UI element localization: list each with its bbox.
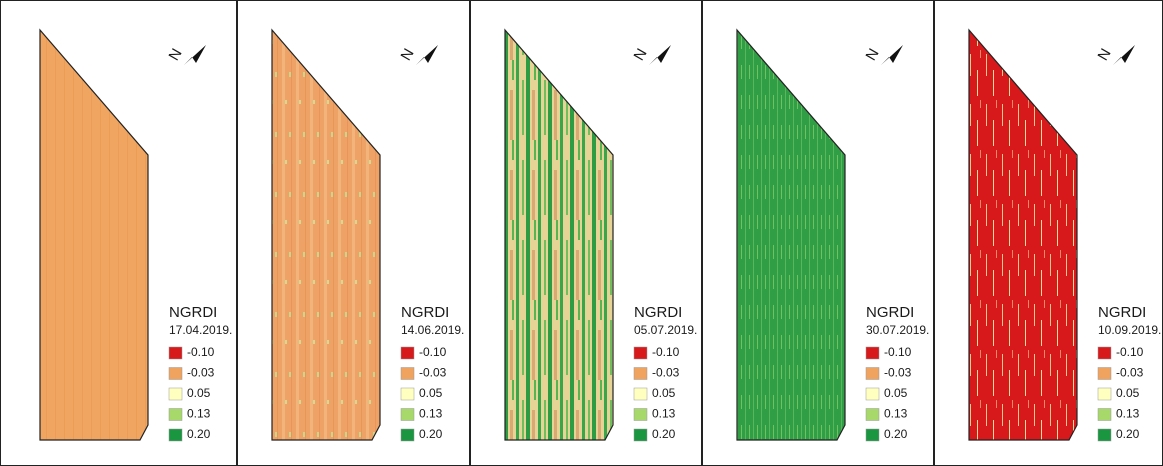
north-label: N	[397, 46, 417, 64]
legend-date: 05.07.2019.	[634, 323, 697, 337]
legend-title: NGRDI	[401, 304, 449, 321]
field-map	[272, 30, 380, 440]
field-map	[737, 30, 845, 440]
legend-label: -0.10	[1116, 345, 1144, 359]
legend-title: NGRDI	[1098, 304, 1146, 321]
legend-label: -0.10	[419, 345, 447, 359]
panel: N NGRDI 05.07.2019. -0.10 -0.03 0.05 0.13 0.20	[470, 0, 697, 466]
legend-swatch	[634, 368, 647, 380]
legend-label: 0.05	[419, 386, 443, 400]
legend-swatch	[401, 368, 414, 380]
legend-swatch	[634, 429, 647, 441]
legend-swatch	[1098, 429, 1111, 441]
legend-swatch	[1098, 388, 1111, 400]
legend-swatch	[634, 347, 647, 359]
legend-title: NGRDI	[866, 304, 914, 321]
panel: N NGRDI 30.07.2019. -0.10 -0.03 0.05 0.13 0.20	[702, 0, 929, 466]
legend-label: 0.05	[187, 386, 211, 400]
north-label: N	[1094, 46, 1114, 64]
arrow	[184, 45, 206, 65]
north-arrow: N	[1094, 45, 1135, 65]
legend-swatch	[1098, 347, 1111, 359]
legend-label: -0.10	[187, 345, 215, 359]
legend-label: -0.10	[884, 345, 912, 359]
north-arrow: N	[397, 45, 438, 65]
legend-swatch	[1098, 409, 1111, 421]
legend-title: NGRDI	[634, 304, 682, 321]
legend-date: 10.09.2019.	[1098, 323, 1161, 337]
field-map	[505, 30, 613, 440]
north-arrow: N	[630, 45, 671, 65]
legend-swatch	[169, 388, 182, 400]
arrow	[649, 45, 671, 65]
legend-label: 0.13	[884, 407, 908, 421]
legend-swatch	[1098, 368, 1111, 380]
north-arrow: N	[165, 45, 206, 65]
legend-swatch	[169, 429, 182, 441]
legend-swatch	[866, 429, 879, 441]
legend-date: 30.07.2019.	[866, 323, 929, 337]
north-arrow: N	[862, 45, 903, 65]
legend-label: -0.03	[884, 366, 912, 380]
field-map	[40, 30, 148, 440]
legend-swatch	[866, 368, 879, 380]
figure: NNGRDI17.04.2019.-0.10-0.030.050.130.20N…	[0, 0, 1163, 466]
legend-date: 17.04.2019.	[169, 323, 232, 337]
arrow	[1113, 45, 1135, 65]
north-label: N	[165, 46, 185, 64]
north-label: N	[862, 46, 882, 64]
legend-swatch	[634, 388, 647, 400]
legend-label: 0.13	[419, 407, 443, 421]
legend-swatch	[866, 388, 879, 400]
panel: N NGRDI 14.06.2019. -0.10 -0.03 0.05 0.13 0.20	[237, 0, 464, 466]
legend-label: 0.05	[652, 386, 676, 400]
legend-label: 0.13	[1116, 407, 1140, 421]
panel: N NGRDI 10.09.2019. -0.10 -0.03 0.05 0.13 0.20	[934, 0, 1161, 466]
legend-label: 0.20	[1116, 427, 1140, 441]
legend-label: -0.03	[1116, 366, 1144, 380]
legend-swatch	[634, 409, 647, 421]
legend-label: 0.05	[1116, 386, 1140, 400]
legend-swatch	[401, 388, 414, 400]
legend-label: 0.20	[652, 427, 676, 441]
arrow	[881, 45, 903, 65]
legend-swatch	[401, 409, 414, 421]
legend-label: 0.13	[652, 407, 676, 421]
legend-swatch	[169, 347, 182, 359]
arrow	[416, 45, 438, 65]
legend-swatch	[169, 409, 182, 421]
legend-label: 0.05	[884, 386, 908, 400]
field-map	[969, 30, 1077, 440]
legend-label: -0.10	[652, 345, 680, 359]
legend-swatch	[866, 347, 879, 359]
legend-swatch	[169, 368, 182, 380]
north-label: N	[630, 46, 650, 64]
legend-label: 0.20	[419, 427, 443, 441]
legend-swatch	[866, 409, 879, 421]
legend-date: 14.06.2019.	[401, 323, 464, 337]
legend-label: 0.13	[187, 407, 211, 421]
panel: N NGRDI 17.04.2019. -0.10 -0.03 0.05 0.13 0.20	[40, 30, 232, 441]
legend-label: -0.03	[419, 366, 447, 380]
legend-label: -0.03	[187, 366, 215, 380]
legend-label: 0.20	[884, 427, 908, 441]
legend-swatch	[401, 347, 414, 359]
legend-title: NGRDI	[169, 304, 217, 321]
legend-swatch	[401, 429, 414, 441]
legend-label: -0.03	[652, 366, 680, 380]
legend-label: 0.20	[187, 427, 211, 441]
